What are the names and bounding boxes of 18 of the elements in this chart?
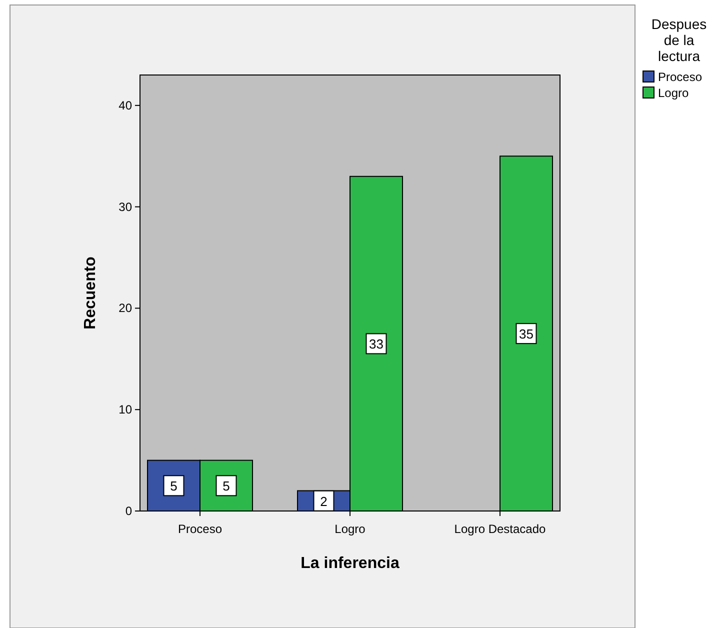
y-tick-label: 30 (118, 200, 132, 214)
y-tick-label: 10 (118, 402, 132, 417)
data-label: 5 (222, 478, 230, 494)
y-tick-label: 0 (125, 504, 132, 518)
x-tick-label: Logro (334, 522, 366, 536)
legend-title: Despues de la lectura (651, 16, 707, 64)
y-axis-title: Recuento (82, 256, 99, 330)
data-label: 2 (320, 494, 328, 509)
x-tick-label: Logro Destacado (454, 522, 546, 536)
x-axis-title: La inferencia (300, 555, 400, 572)
y-tick-label: 40 (118, 98, 132, 112)
data-label: 35 (519, 326, 534, 342)
legend-label: Proceso (658, 70, 702, 84)
data-label: 5 (170, 478, 178, 494)
data-label: 33 (369, 336, 384, 352)
legend-label: Logro (658, 86, 690, 100)
x-tick-label: Proceso (178, 522, 222, 536)
y-tick-label: 20 (118, 301, 132, 316)
